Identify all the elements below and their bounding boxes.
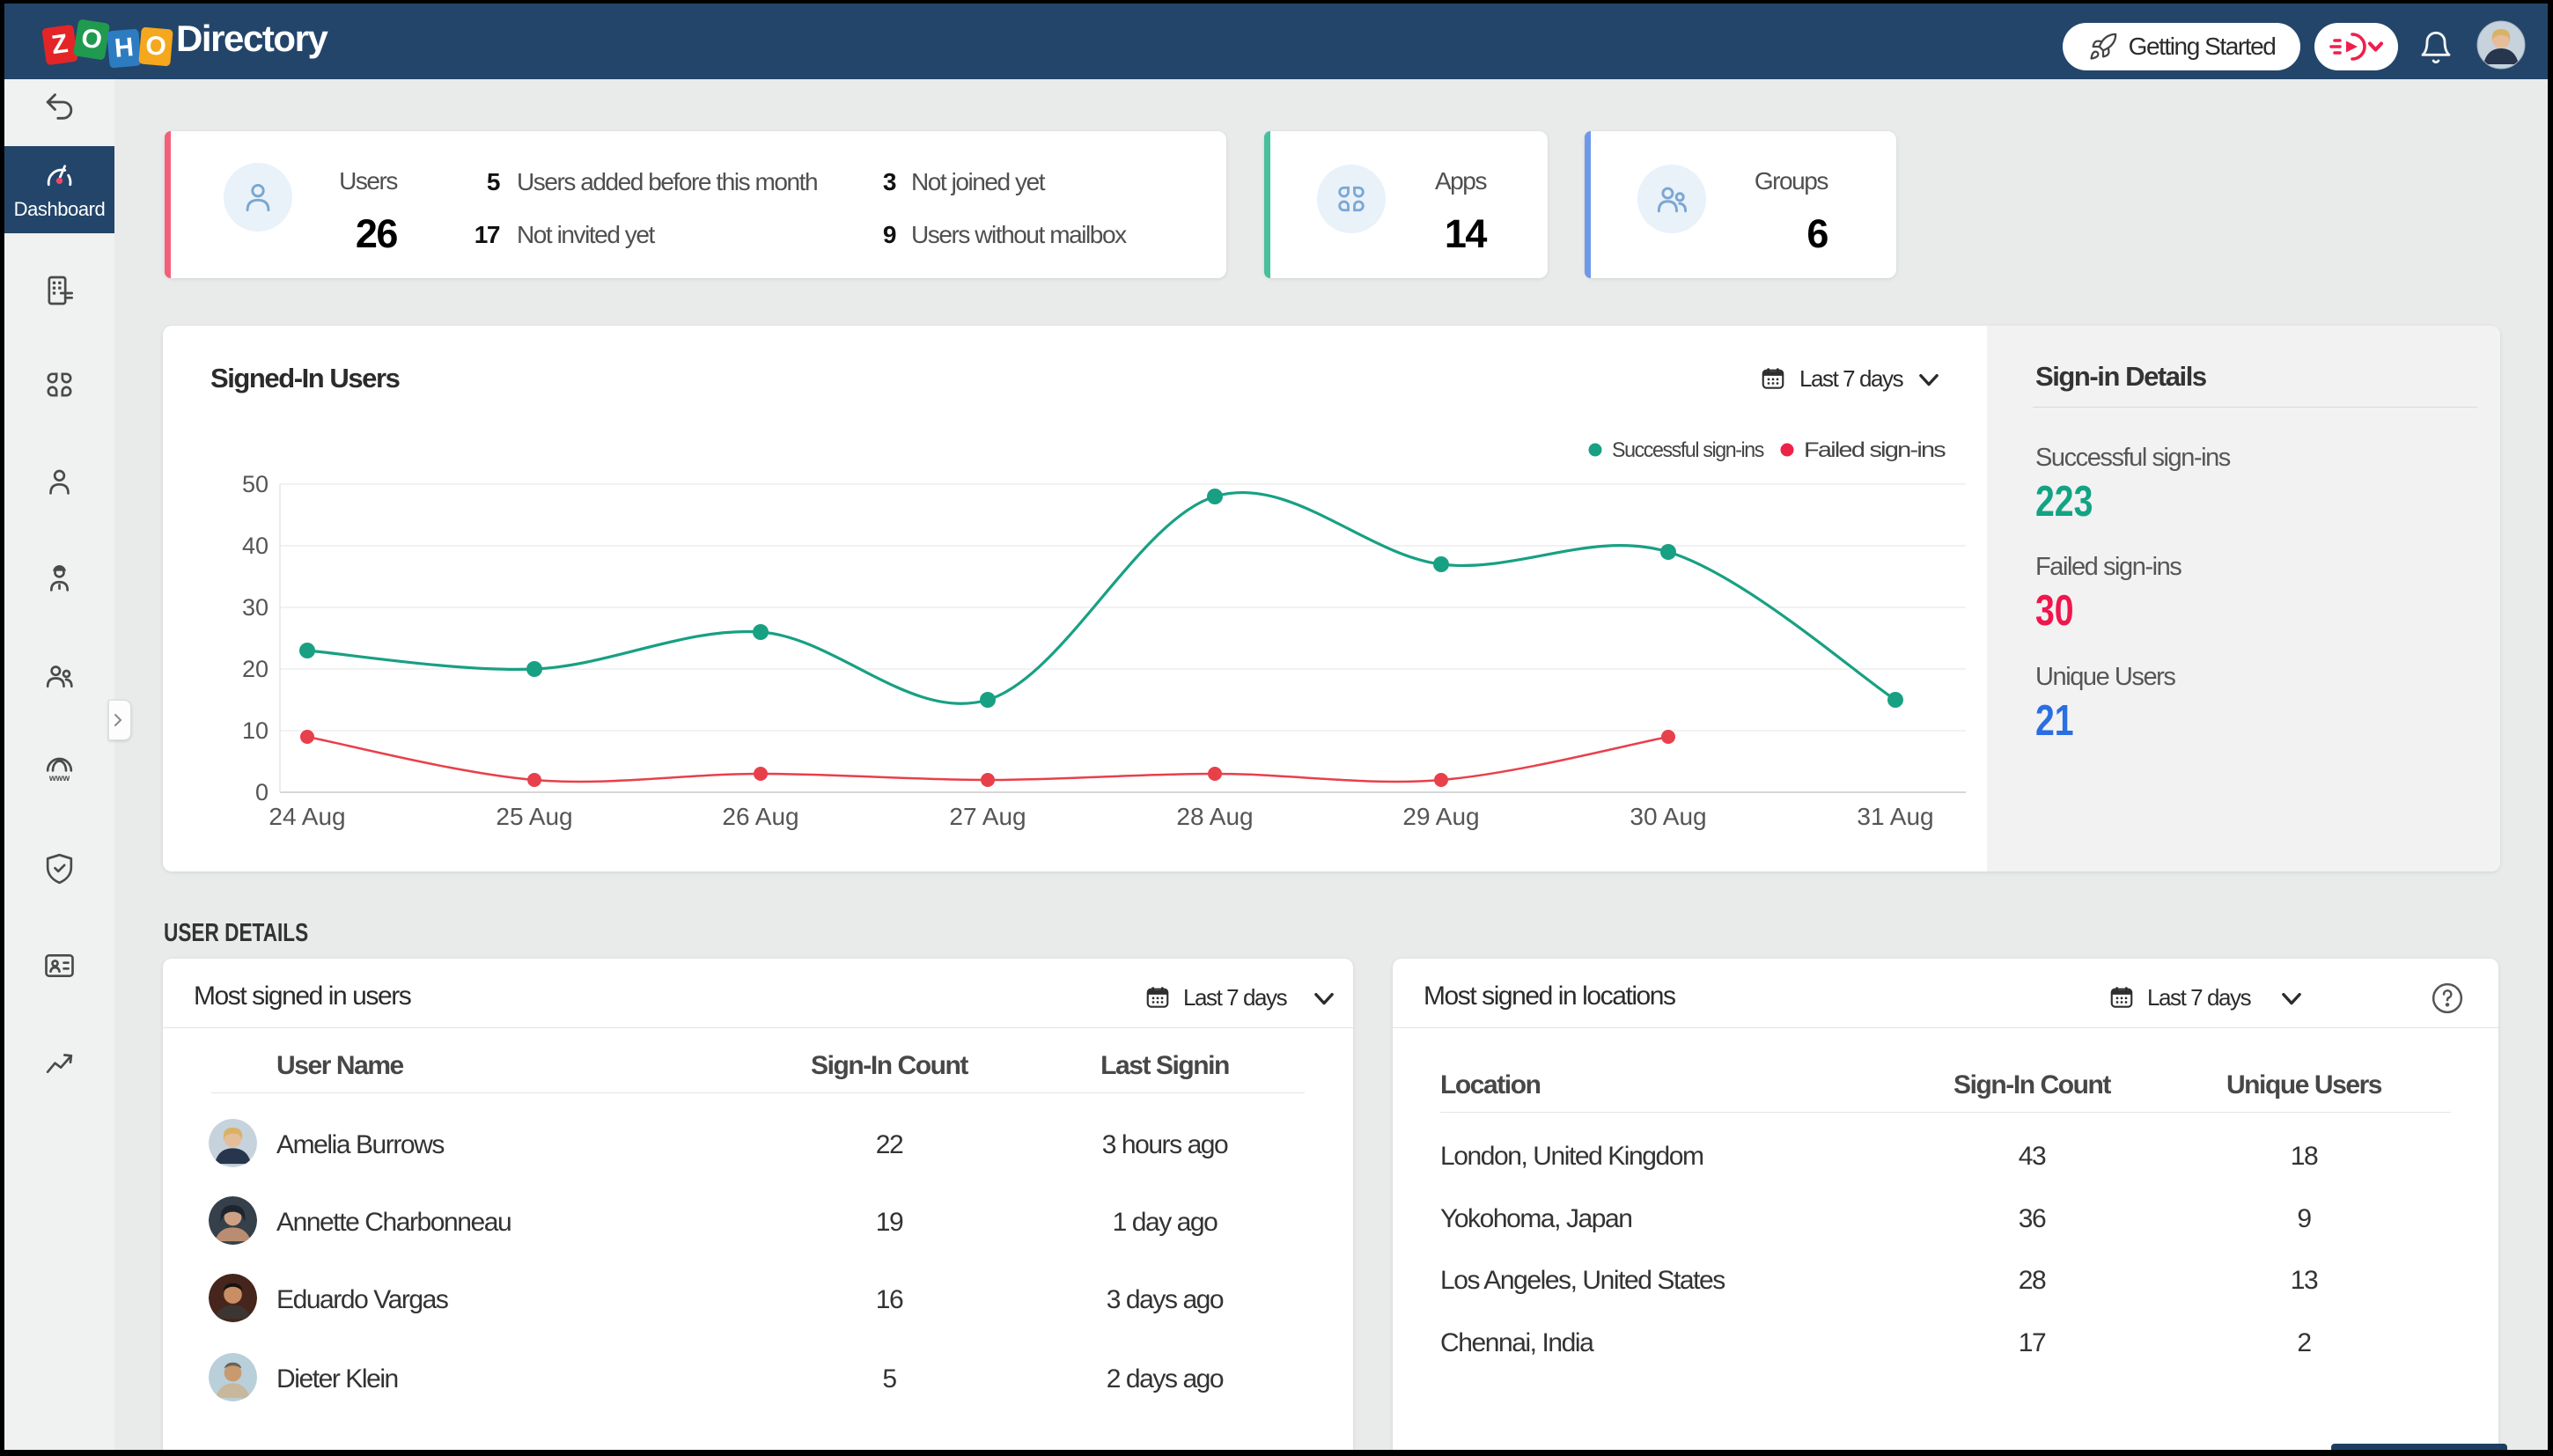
svg-text:www: www (48, 774, 70, 783)
svg-text:40: 40 (242, 533, 269, 559)
svg-text:25 Aug: 25 Aug (496, 803, 572, 830)
svg-text:0: 0 (255, 779, 269, 805)
svg-text:30 Aug: 30 Aug (1630, 803, 1706, 830)
svg-text:29 Aug: 29 Aug (1402, 803, 1479, 830)
svg-text:Failed sign-ins: Failed sign-ins (1804, 438, 1946, 462)
svg-text:24 Aug: 24 Aug (269, 803, 345, 830)
svg-text:28 Aug: 28 Aug (1176, 803, 1253, 830)
svg-text:27 Aug: 27 Aug (949, 803, 1026, 830)
svg-text:10: 10 (242, 717, 269, 744)
svg-text:31 Aug: 31 Aug (1857, 803, 1933, 830)
svg-text:20: 20 (242, 656, 269, 682)
svg-text:30: 30 (242, 594, 269, 621)
svg-text:Successful sign-ins: Successful sign-ins (1612, 438, 1764, 462)
svg-text:50: 50 (242, 471, 269, 497)
svg-text:26 Aug: 26 Aug (722, 803, 798, 830)
